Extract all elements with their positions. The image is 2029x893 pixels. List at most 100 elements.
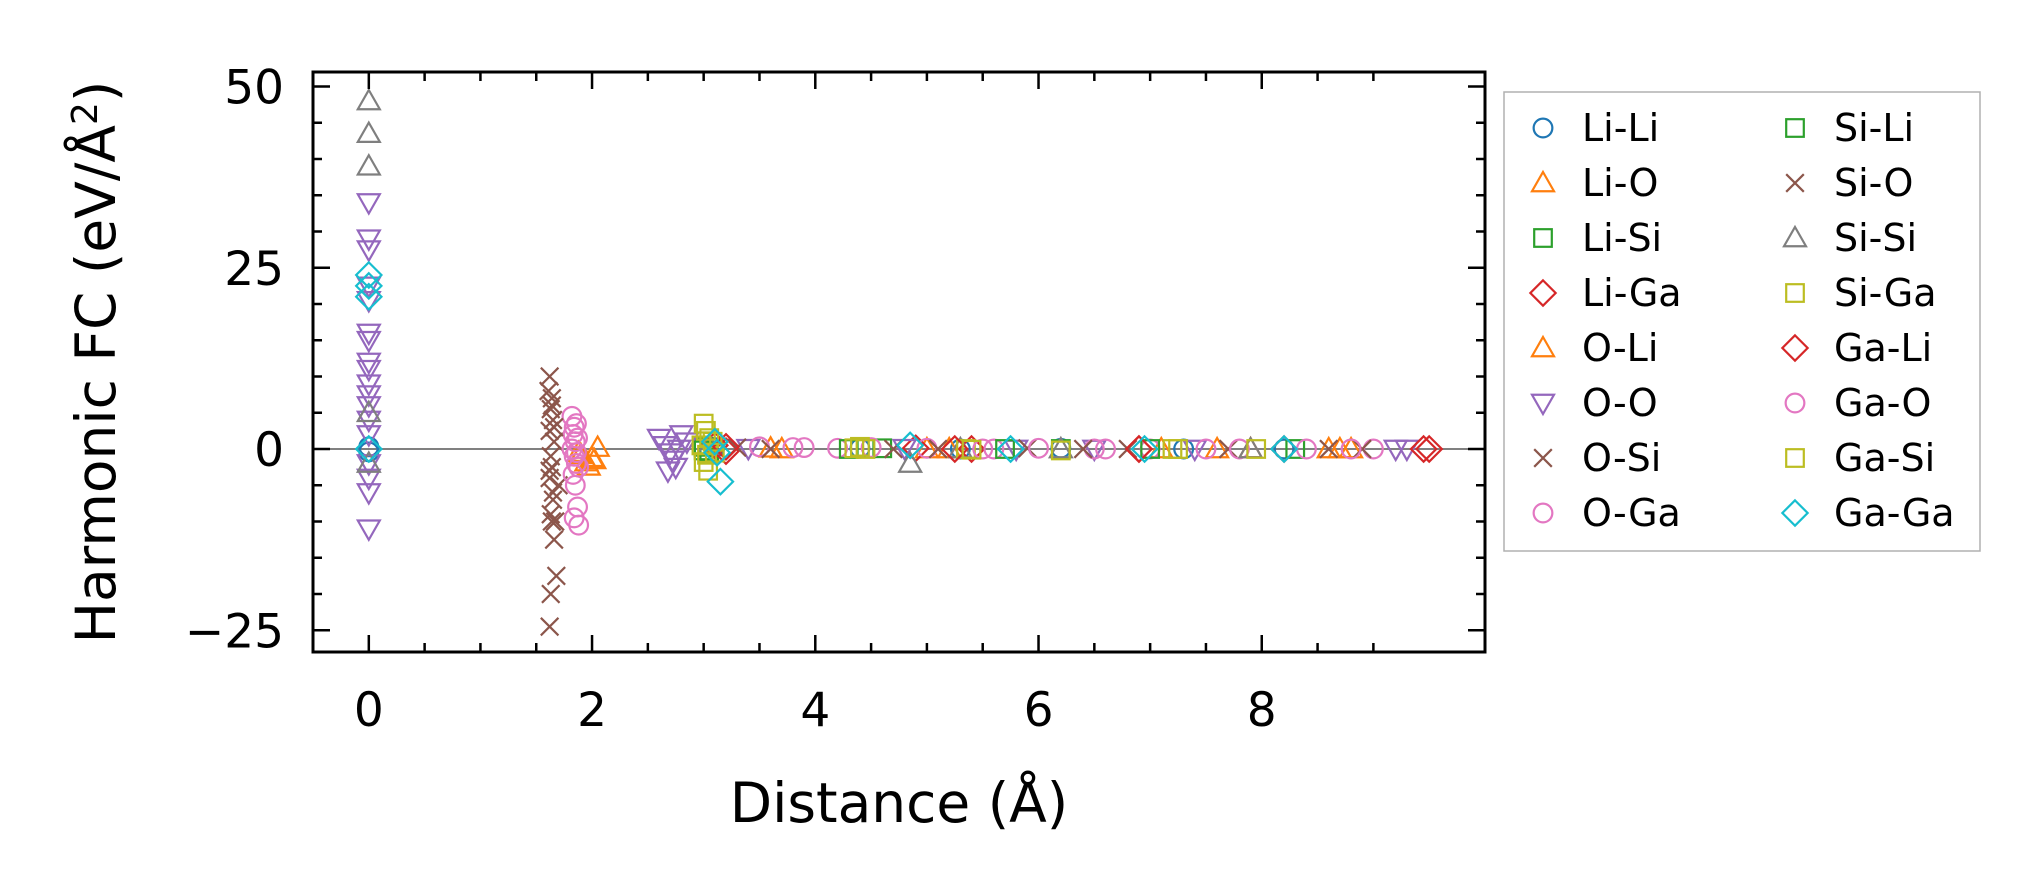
legend-label: O-Si — [1582, 436, 1661, 480]
legend-marker — [1785, 118, 1805, 138]
data-point — [1047, 435, 1074, 459]
data-point — [1414, 434, 1444, 464]
data-point — [735, 438, 762, 462]
data-point — [355, 352, 382, 376]
data-point — [565, 453, 587, 474]
legend-item: Si-Si — [1782, 216, 1917, 260]
data-point — [355, 483, 382, 506]
data-point — [355, 399, 382, 423]
legend-label: Li-Si — [1582, 216, 1662, 260]
legend-item: O-Li — [1530, 326, 1658, 370]
data-point — [565, 413, 587, 435]
data-point — [545, 511, 565, 532]
data-point — [355, 359, 382, 383]
y-tick-label: 0 — [254, 423, 284, 478]
data-point — [1028, 437, 1049, 459]
data-point — [538, 381, 559, 401]
legend-item: Ga-Ga — [1780, 491, 1955, 535]
legend-item: O-O — [1530, 381, 1658, 425]
data-point — [768, 435, 795, 459]
legend-item: Si-Ga — [1785, 271, 1937, 315]
legend-marker — [1782, 224, 1808, 248]
legend-label: Si-Si — [1834, 216, 1917, 260]
data-point — [563, 416, 585, 438]
legend-item: O-Si — [1533, 436, 1661, 480]
data-point — [355, 468, 382, 492]
legend-label: Li-Li — [1582, 106, 1659, 150]
legend: Li-Li Li-O Li-Si Li-Ga O-Li O-O O-Si O-Ga Si-Li S… — [1528, 106, 1955, 535]
data-point — [355, 374, 382, 397]
data-point — [355, 519, 382, 542]
data-point — [355, 450, 382, 473]
plot-area-frame — [311, 70, 1487, 654]
data-point — [1124, 434, 1154, 464]
data-point — [543, 490, 563, 510]
data-point — [662, 457, 689, 481]
legend-marker — [1780, 333, 1810, 363]
data-point — [355, 385, 382, 408]
data-point — [972, 438, 994, 460]
legend-item: Ga-Si — [1785, 436, 1935, 480]
data-point — [891, 438, 918, 462]
data-point — [855, 439, 876, 459]
data-point — [666, 439, 693, 463]
legend-label: Si-Li — [1834, 106, 1914, 150]
data-point — [1409, 434, 1438, 464]
data-point — [354, 260, 384, 290]
series-ga-o — [565, 413, 1362, 478]
data-point — [700, 427, 730, 456]
x-tick-labels: 0 2 4 6 8 — [354, 683, 1277, 738]
data-point — [711, 432, 741, 462]
series-si-o — [538, 381, 1372, 532]
legend-marker — [1530, 334, 1556, 358]
data-point — [355, 454, 382, 477]
legend-label: O-Li — [1582, 326, 1658, 370]
data-point — [1017, 438, 1037, 458]
x-tick-label: 6 — [1024, 683, 1054, 738]
data-point — [1083, 438, 1105, 460]
y-axis-label: Harmonic FC (eV/Å2) — [63, 81, 128, 644]
data-point — [544, 417, 564, 437]
data-point — [562, 463, 584, 485]
data-point — [355, 291, 382, 314]
series-o-ga — [561, 405, 1384, 536]
data-point — [355, 193, 382, 216]
data-point — [646, 428, 672, 452]
data-point — [996, 434, 1025, 464]
legend-label: Ga-Si — [1834, 436, 1935, 480]
data-point — [1140, 439, 1161, 459]
legend-marker — [1533, 228, 1553, 248]
series-ga-ga — [354, 260, 1299, 496]
data-point — [540, 461, 560, 481]
legend-marker — [1785, 448, 1805, 468]
data-point — [702, 438, 732, 467]
legend-label: O-O — [1582, 381, 1658, 425]
data-point — [355, 396, 382, 419]
data-point — [543, 410, 563, 430]
data-point — [928, 439, 948, 459]
data-point — [704, 442, 725, 463]
data-point — [983, 438, 1005, 460]
x-tick-label: 4 — [800, 683, 830, 738]
data-point — [897, 450, 924, 473]
data-point — [1338, 435, 1364, 459]
data-point — [1340, 438, 1362, 460]
data-point — [1352, 439, 1372, 459]
data-point — [355, 425, 382, 448]
data-point — [1095, 438, 1116, 460]
data-point — [1081, 439, 1108, 463]
data-point — [1246, 439, 1267, 459]
data-point — [1050, 440, 1071, 461]
data-point — [668, 425, 695, 448]
legend-label: Si-Ga — [1834, 271, 1937, 315]
legend-marker — [1532, 502, 1554, 524]
data-point — [1362, 438, 1384, 460]
legend-marker — [1785, 283, 1805, 303]
x-axis-label: Distance (Å) — [730, 770, 1069, 835]
legend-marker — [1528, 278, 1558, 308]
legend-item: Si-O — [1785, 161, 1913, 205]
legend-label: Li-O — [1582, 161, 1658, 205]
data-point — [541, 584, 561, 604]
data-point — [542, 395, 562, 416]
